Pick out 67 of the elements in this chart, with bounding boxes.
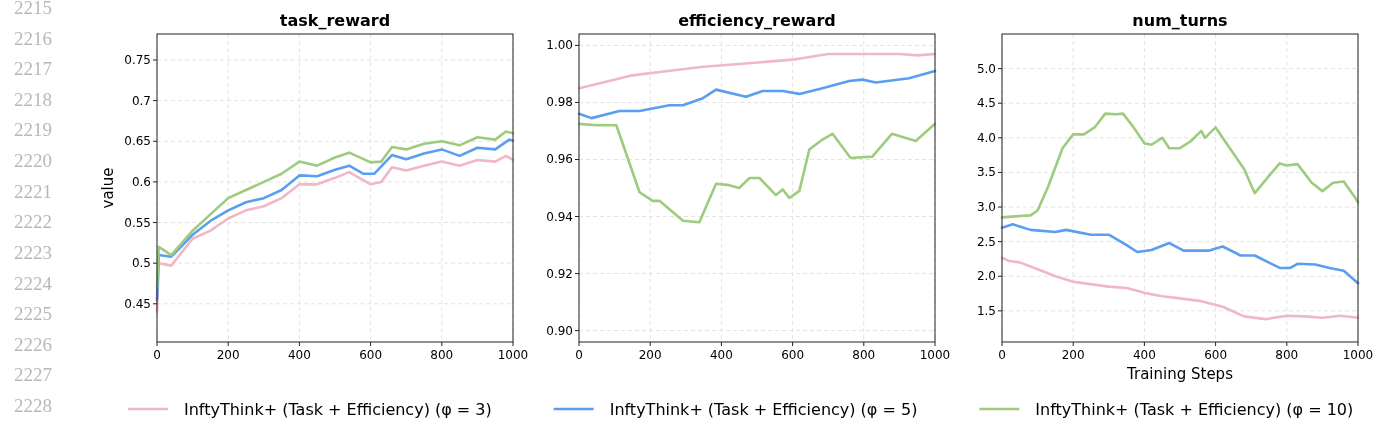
x-tick-label: 0 bbox=[998, 348, 1006, 362]
text: 2220 bbox=[14, 150, 52, 172]
y-tick-label: 0.75 bbox=[124, 53, 151, 68]
text: 2218 bbox=[14, 88, 52, 110]
y-tick-label: 0.7 bbox=[131, 93, 151, 108]
text: 2217 bbox=[14, 58, 52, 80]
x-tick-label: 1000 bbox=[919, 348, 951, 362]
y-tick-label: 0.90 bbox=[546, 323, 573, 338]
y-tick-label: 0.6 bbox=[131, 174, 151, 189]
x-tick-label: 200 bbox=[1061, 348, 1085, 362]
y-tick-label: 0.45 bbox=[124, 296, 151, 311]
x-axis-title: Training Steps bbox=[1126, 365, 1234, 383]
chart-title: task_reward bbox=[279, 11, 391, 30]
y-tick-label: 5.0 bbox=[976, 61, 996, 76]
text: 2228 bbox=[14, 395, 52, 416]
y-tick-label: 3.5 bbox=[976, 165, 996, 180]
y-tick-label: 3.0 bbox=[976, 200, 996, 215]
x-tick-label: 1000 bbox=[1342, 348, 1374, 362]
x-tick-label: 800 bbox=[1275, 348, 1299, 362]
text: 2215 bbox=[14, 0, 52, 18]
x-tick-label: 600 bbox=[359, 348, 383, 362]
y-tick-label: 0.92 bbox=[546, 266, 573, 281]
y-tick-label: 1.5 bbox=[976, 303, 996, 318]
y-tick-label: 0.98 bbox=[546, 95, 573, 110]
text: 2227 bbox=[14, 364, 52, 386]
x-tick-label: 200 bbox=[638, 348, 662, 362]
x-tick-label: 600 bbox=[781, 348, 805, 362]
text: 2221 bbox=[14, 180, 52, 202]
y-tick-label: 0.5 bbox=[131, 256, 151, 271]
y-tick-label: 2.0 bbox=[976, 269, 996, 284]
text: 2223 bbox=[14, 241, 52, 263]
x-tick-label: 400 bbox=[287, 348, 311, 362]
x-tick-label: 400 bbox=[1132, 348, 1156, 362]
text: 2216 bbox=[14, 27, 52, 49]
text: 2226 bbox=[14, 333, 52, 355]
x-tick-label: 400 bbox=[709, 348, 733, 362]
text: 2224 bbox=[14, 272, 53, 294]
line-series bbox=[1000, 112, 1360, 219]
y-tick-label: 0.65 bbox=[124, 134, 151, 149]
legend-label: InftyThink+ (Task + Efficiency) (φ = 10) bbox=[1035, 400, 1354, 419]
x-tick-label: 0 bbox=[153, 348, 161, 362]
y-tick-label: 2.5 bbox=[976, 234, 996, 249]
line-series bbox=[577, 52, 937, 90]
x-tick-label: 600 bbox=[1204, 348, 1228, 362]
legend-label: InftyThink+ (Task + Efficiency) (φ = 3) bbox=[184, 400, 492, 419]
x-tick-label: 800 bbox=[430, 348, 454, 362]
x-tick-label: 1000 bbox=[497, 348, 529, 362]
y-tick-label: 1.00 bbox=[546, 38, 573, 53]
chart-title: num_turns bbox=[1132, 11, 1228, 30]
y-tick-label: 4.5 bbox=[976, 96, 996, 111]
line-series bbox=[1000, 256, 1360, 321]
y-tick-label: 0.94 bbox=[546, 209, 573, 224]
text: 2222 bbox=[14, 211, 52, 233]
text: 2225 bbox=[14, 303, 52, 325]
y-tick-label: 0.96 bbox=[546, 152, 573, 167]
line-series bbox=[1000, 223, 1360, 285]
x-tick-label: 800 bbox=[852, 348, 876, 362]
text: 2219 bbox=[14, 119, 52, 141]
x-tick-label: 200 bbox=[216, 348, 240, 362]
legend-label: InftyThink+ (Task + Efficiency) (φ = 5) bbox=[609, 400, 918, 419]
chart-title: efficiency_reward bbox=[678, 11, 836, 30]
line-series bbox=[577, 69, 937, 120]
y-tick-label: 4.0 bbox=[976, 130, 996, 145]
y-axis-title: value bbox=[99, 167, 117, 209]
line-series bbox=[577, 122, 937, 224]
x-tick-label: 0 bbox=[575, 348, 583, 362]
y-tick-label: 0.55 bbox=[124, 215, 151, 230]
